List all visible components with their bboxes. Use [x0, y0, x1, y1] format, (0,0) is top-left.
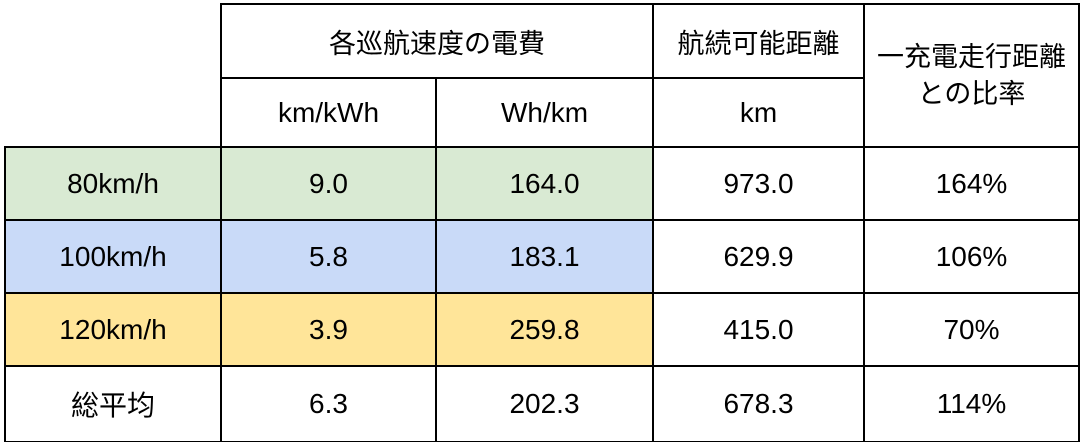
- ev-efficiency-table: 各巡航速度の電費 航続可能距離 一充電走行距離 との比率 km/kWh Wh/k…: [4, 3, 1080, 442]
- cell-km-per-kwh: 5.8: [220, 219, 437, 294]
- row-label: 80km/h: [4, 146, 222, 221]
- cell-ratio: 164%: [863, 146, 1080, 221]
- cell-range-km: 678.3: [652, 365, 865, 442]
- row-label: 総平均: [4, 365, 222, 442]
- col-header-ratio-line1: 一充電走行距離: [877, 42, 1066, 73]
- cell-wh-per-km: 259.8: [435, 292, 654, 367]
- cell-km-per-kwh: 6.3: [220, 365, 437, 442]
- cell-km-per-kwh: 3.9: [220, 292, 437, 367]
- header-row-units: km/kWh Wh/km km: [5, 77, 1079, 148]
- row-label: 120km/h: [4, 292, 222, 367]
- table-row-120kmh: 120km/h 3.9 259.8 415.0 70%: [4, 292, 1080, 367]
- table-row-100kmh: 100km/h 5.8 183.1 629.9 106%: [4, 219, 1080, 294]
- cell-range-km: 973.0: [652, 146, 865, 221]
- col-header-unit-km-per-kwh: km/kWh: [220, 77, 437, 148]
- cell-ratio: 70%: [863, 292, 1080, 367]
- cell-range-km: 415.0: [652, 292, 865, 367]
- col-header-unit-wh-per-km: Wh/km: [435, 77, 654, 148]
- row-label: 100km/h: [4, 219, 222, 294]
- cell-range-km: 629.9: [652, 219, 865, 294]
- col-header-ratio-line2: との比率: [917, 78, 1026, 109]
- cell-ratio: 114%: [863, 365, 1080, 442]
- blank-corner-cell: [5, 4, 221, 147]
- cell-wh-per-km: 202.3: [435, 365, 654, 442]
- col-header-ratio: 一充電走行距離 との比率: [863, 3, 1080, 148]
- col-header-range: 航続可能距離: [652, 3, 865, 79]
- col-group-header-energy-cost: 各巡航速度の電費: [220, 3, 654, 79]
- header-row-groups: 各巡航速度の電費 航続可能距離 一充電走行距離 との比率: [5, 3, 1080, 148]
- table-row-average: 総平均 6.3 202.3 678.3 114%: [4, 365, 1080, 442]
- cell-wh-per-km: 183.1: [435, 219, 654, 294]
- cell-ratio: 106%: [863, 219, 1080, 294]
- cell-km-per-kwh: 9.0: [220, 146, 437, 221]
- cell-wh-per-km: 164.0: [435, 146, 654, 221]
- col-header-unit-km: km: [652, 77, 865, 148]
- table-row-80kmh: 80km/h 9.0 164.0 973.0 164%: [4, 146, 1080, 221]
